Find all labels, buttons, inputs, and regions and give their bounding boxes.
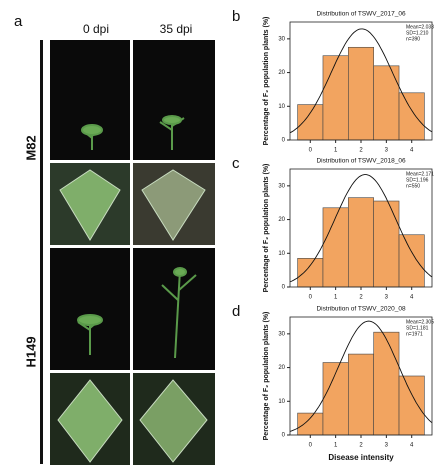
panel-letter: c bbox=[232, 155, 240, 172]
stat-annotation: SD=1.181 bbox=[406, 325, 429, 331]
x-tick-label: 3 bbox=[385, 295, 389, 301]
y-tick-label: 0 bbox=[282, 433, 286, 439]
histogram-bar bbox=[297, 258, 324, 288]
panel-letter: a bbox=[14, 13, 23, 30]
y-tick-label: 30 bbox=[278, 183, 285, 189]
x-axis-label: Disease intensity bbox=[328, 453, 394, 462]
stat-annotation: SD=1.210 bbox=[406, 30, 429, 36]
y-tick-label: 0 bbox=[282, 138, 286, 144]
row-label: H149 bbox=[23, 336, 38, 367]
y-tick-label: 10 bbox=[278, 399, 285, 405]
fit-curve bbox=[289, 320, 433, 432]
stat-annotation: Mean=2.171 bbox=[406, 171, 434, 177]
histogram-bar bbox=[297, 104, 324, 141]
x-tick-label: 1 bbox=[334, 443, 338, 449]
x-tick-label: 4 bbox=[410, 148, 414, 154]
stat-annotation: Mean=2.033 bbox=[406, 24, 434, 30]
y-tick-label: 20 bbox=[278, 70, 285, 76]
panel-letter: d bbox=[232, 303, 240, 320]
column-label: 35 dpi bbox=[160, 22, 193, 36]
plot-frame bbox=[289, 21, 433, 141]
histogram-bar bbox=[398, 234, 425, 288]
y-axis-label: Percentage of F₂ population plants (%) bbox=[263, 17, 270, 146]
x-tick-label: 0 bbox=[309, 148, 313, 154]
y-tick-label: 10 bbox=[278, 251, 285, 257]
x-tick-label: 0 bbox=[309, 295, 313, 301]
y-axis-label: Percentage of F₂ population plants (%) bbox=[263, 312, 270, 441]
stat-annotation: n=1971 bbox=[406, 331, 423, 337]
x-tick-label: 4 bbox=[410, 295, 414, 301]
histogram-bar bbox=[322, 55, 349, 141]
stat-annotation: n=550 bbox=[406, 183, 420, 189]
histogram-bar bbox=[348, 197, 374, 288]
histogram-bar bbox=[348, 353, 374, 436]
y-tick-label: 30 bbox=[278, 36, 285, 42]
stat-annotation: SD=1.196 bbox=[406, 177, 429, 183]
histogram-bar bbox=[322, 207, 349, 288]
chart-title: Distribution of TSWV_2017_06 bbox=[316, 11, 406, 18]
y-tick-label: 20 bbox=[278, 365, 285, 371]
x-tick-label: 3 bbox=[385, 443, 389, 449]
histogram-bar bbox=[373, 331, 400, 436]
x-tick-label: 0 bbox=[309, 443, 313, 449]
x-tick-label: 2 bbox=[359, 148, 363, 154]
column-label: 0 dpi bbox=[83, 22, 109, 36]
x-tick-label: 3 bbox=[385, 148, 389, 154]
y-tick-label: 0 bbox=[282, 285, 286, 291]
histogram-bar bbox=[398, 92, 425, 141]
x-tick-label: 1 bbox=[334, 148, 338, 154]
stat-annotation: n=390 bbox=[406, 36, 420, 42]
chart-title: Distribution of TSWV_2018_06 bbox=[316, 158, 406, 165]
x-tick-label: 2 bbox=[359, 295, 363, 301]
histogram-bar bbox=[373, 200, 400, 288]
fit-curve bbox=[289, 28, 433, 134]
panel-letter: b bbox=[232, 8, 240, 25]
row-label: M82 bbox=[23, 135, 38, 160]
row-bar bbox=[40, 40, 43, 464]
plot-frame bbox=[289, 316, 433, 436]
fit-curve bbox=[289, 174, 433, 283]
chart-title: Distribution of TSWV_2020_08 bbox=[316, 306, 406, 313]
y-axis-label: Percentage of F₂ population plants (%) bbox=[263, 164, 270, 293]
histogram-bar bbox=[297, 412, 324, 436]
histogram-bar bbox=[322, 362, 349, 436]
photo-panel bbox=[50, 40, 215, 465]
plot-frame bbox=[289, 168, 433, 288]
y-tick-label: 10 bbox=[278, 104, 285, 110]
y-tick-label: 30 bbox=[278, 331, 285, 337]
histogram-bar bbox=[348, 46, 374, 141]
x-tick-label: 4 bbox=[410, 443, 414, 449]
x-tick-label: 1 bbox=[334, 295, 338, 301]
stat-annotation: Mean=2.305 bbox=[406, 319, 434, 325]
histogram-bar bbox=[373, 65, 400, 141]
y-tick-label: 20 bbox=[278, 217, 285, 223]
histogram-bar bbox=[398, 375, 425, 436]
x-tick-label: 2 bbox=[359, 443, 363, 449]
